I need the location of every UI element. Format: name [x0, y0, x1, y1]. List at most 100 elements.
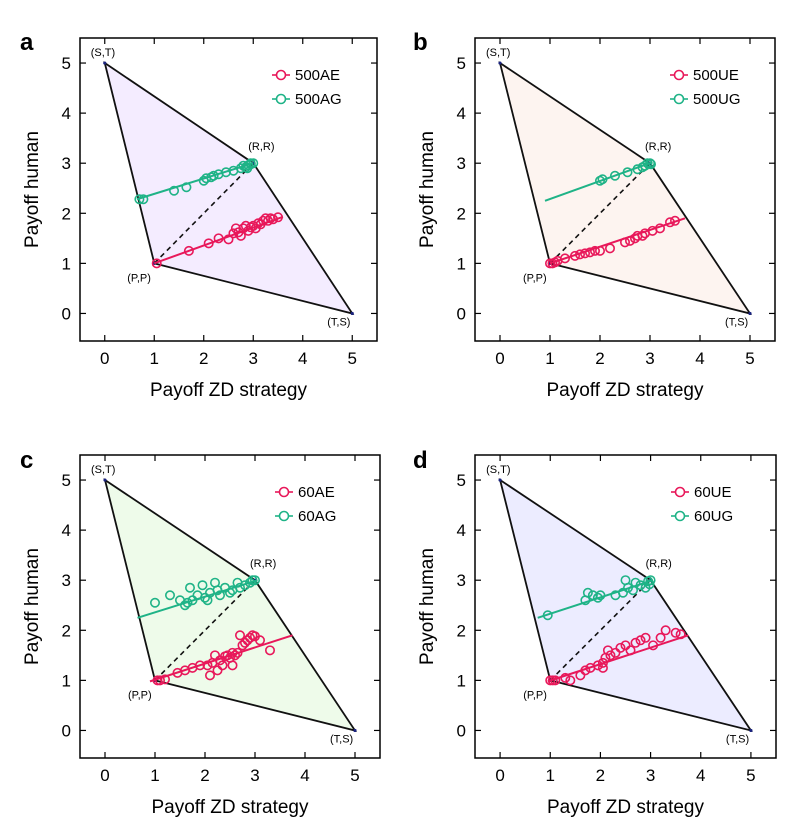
data-point [565, 675, 576, 686]
y-axis-title: Payoff human [417, 548, 438, 665]
data-point [648, 640, 659, 651]
x-axis-title: Payoff ZD strategy [547, 797, 704, 818]
data-point [654, 223, 665, 234]
data-point [645, 159, 656, 170]
vertex-label: (P,P) [128, 689, 152, 701]
y-tick-label: 5 [457, 54, 466, 73]
y-tick-label: 2 [457, 621, 466, 640]
x-tick-label: 2 [596, 766, 605, 785]
x-tick-label: 3 [250, 766, 259, 785]
data-point [202, 595, 213, 606]
y-tick-label: 3 [457, 571, 466, 590]
x-tick-label: 0 [495, 349, 504, 368]
data-point [208, 170, 219, 181]
data-point [660, 625, 671, 636]
panel-letter: b [413, 29, 428, 56]
data-point [222, 650, 233, 661]
data-point [212, 665, 223, 676]
data-point [235, 230, 246, 241]
vertex-dot [749, 728, 753, 733]
legend-label: 60UE [694, 484, 732, 501]
legend-label: 500AE [295, 67, 340, 84]
data-point [245, 577, 256, 588]
vertex-label: (S,T) [91, 47, 115, 59]
x-tick-label: 4 [695, 349, 704, 368]
vertex-label: (R,R) [645, 141, 671, 153]
y-tick-label: 5 [62, 471, 71, 490]
x-tick-label: 3 [249, 349, 258, 368]
data-point [155, 675, 166, 686]
x-tick-label: 3 [645, 349, 654, 368]
data-point [235, 630, 246, 641]
panel-letter: a [20, 29, 34, 56]
chart-panel-b: b (S,T) (R,R) (T,S) (P,P) 0 1 2 3 4 5 0 1 2 3 4 5 Payoff … [413, 29, 776, 401]
dashed-diagonal [549, 162, 651, 264]
vertex-dot [353, 728, 357, 733]
data-point [644, 158, 655, 169]
y-tick-label: 1 [62, 671, 71, 690]
data-point [582, 587, 593, 598]
dashed-diagonal [153, 162, 254, 264]
data-point [622, 167, 633, 178]
y-tick-label: 4 [62, 104, 71, 123]
plot-frame [79, 37, 378, 342]
data-point [185, 582, 196, 593]
data-point [242, 635, 253, 646]
data-point [250, 223, 261, 234]
x-tick-label: 5 [745, 349, 754, 368]
data-point [669, 215, 680, 226]
x-tick-label: 5 [348, 349, 357, 368]
panel-letter: d [413, 447, 428, 474]
x-tick-label: 5 [746, 766, 755, 785]
x-tick-label: 4 [300, 766, 309, 785]
data-point [594, 245, 605, 256]
data-point [542, 610, 553, 621]
data-point [675, 629, 686, 640]
vertex-label: (R,R) [250, 558, 276, 570]
x-tick-label: 0 [100, 766, 109, 785]
data-point [151, 258, 162, 269]
vertex-label: (S,T) [486, 464, 510, 476]
vertex-label: (T,S) [726, 733, 749, 745]
data-point [610, 647, 621, 658]
y-axis-title: Payoff human [22, 548, 43, 665]
data-point [183, 245, 194, 256]
data-point [232, 647, 243, 658]
y-axis-title: Payoff human [417, 131, 438, 248]
data-point [584, 247, 595, 258]
data-point [150, 597, 161, 608]
legend-marker [673, 93, 685, 105]
legend-marker [674, 486, 686, 498]
chart-panel-c: c (S,T) (R,R) (T,S) (P,P) 0 1 2 3 4 5 0 1 2 3 4 5 Payoff … [20, 447, 381, 818]
data-point [250, 575, 261, 586]
data-point [620, 640, 631, 651]
data-point [134, 194, 145, 205]
legend-label: 500UE [693, 67, 739, 84]
y-tick-label: 0 [62, 721, 71, 740]
data-point [260, 213, 271, 224]
data-point [575, 670, 586, 681]
vertex-dot [748, 311, 752, 316]
data-point [639, 160, 650, 171]
data-point [664, 217, 675, 228]
chart-panel-d: d (S,T) (R,R) (T,S) (P,P) 0 1 2 3 4 5 0 1 2 3 4 5 Payoff … [413, 447, 777, 818]
data-point [240, 637, 251, 648]
data-point [587, 590, 598, 601]
data-point [630, 577, 641, 588]
data-point [230, 650, 241, 661]
data-point [213, 233, 224, 244]
data-point [242, 163, 253, 174]
data-point [227, 647, 238, 658]
data-point [605, 650, 616, 661]
data-point [569, 250, 580, 261]
vertex-label: (T,S) [330, 733, 353, 745]
vertex-label: (S,T) [486, 47, 510, 59]
vertex-dot [498, 61, 502, 65]
legend-label: 60AE [298, 484, 335, 501]
legend-marker [275, 69, 287, 81]
data-point [187, 595, 198, 606]
data-point [240, 580, 251, 591]
data-point [202, 660, 213, 671]
dashed-diagonal [154, 579, 256, 681]
